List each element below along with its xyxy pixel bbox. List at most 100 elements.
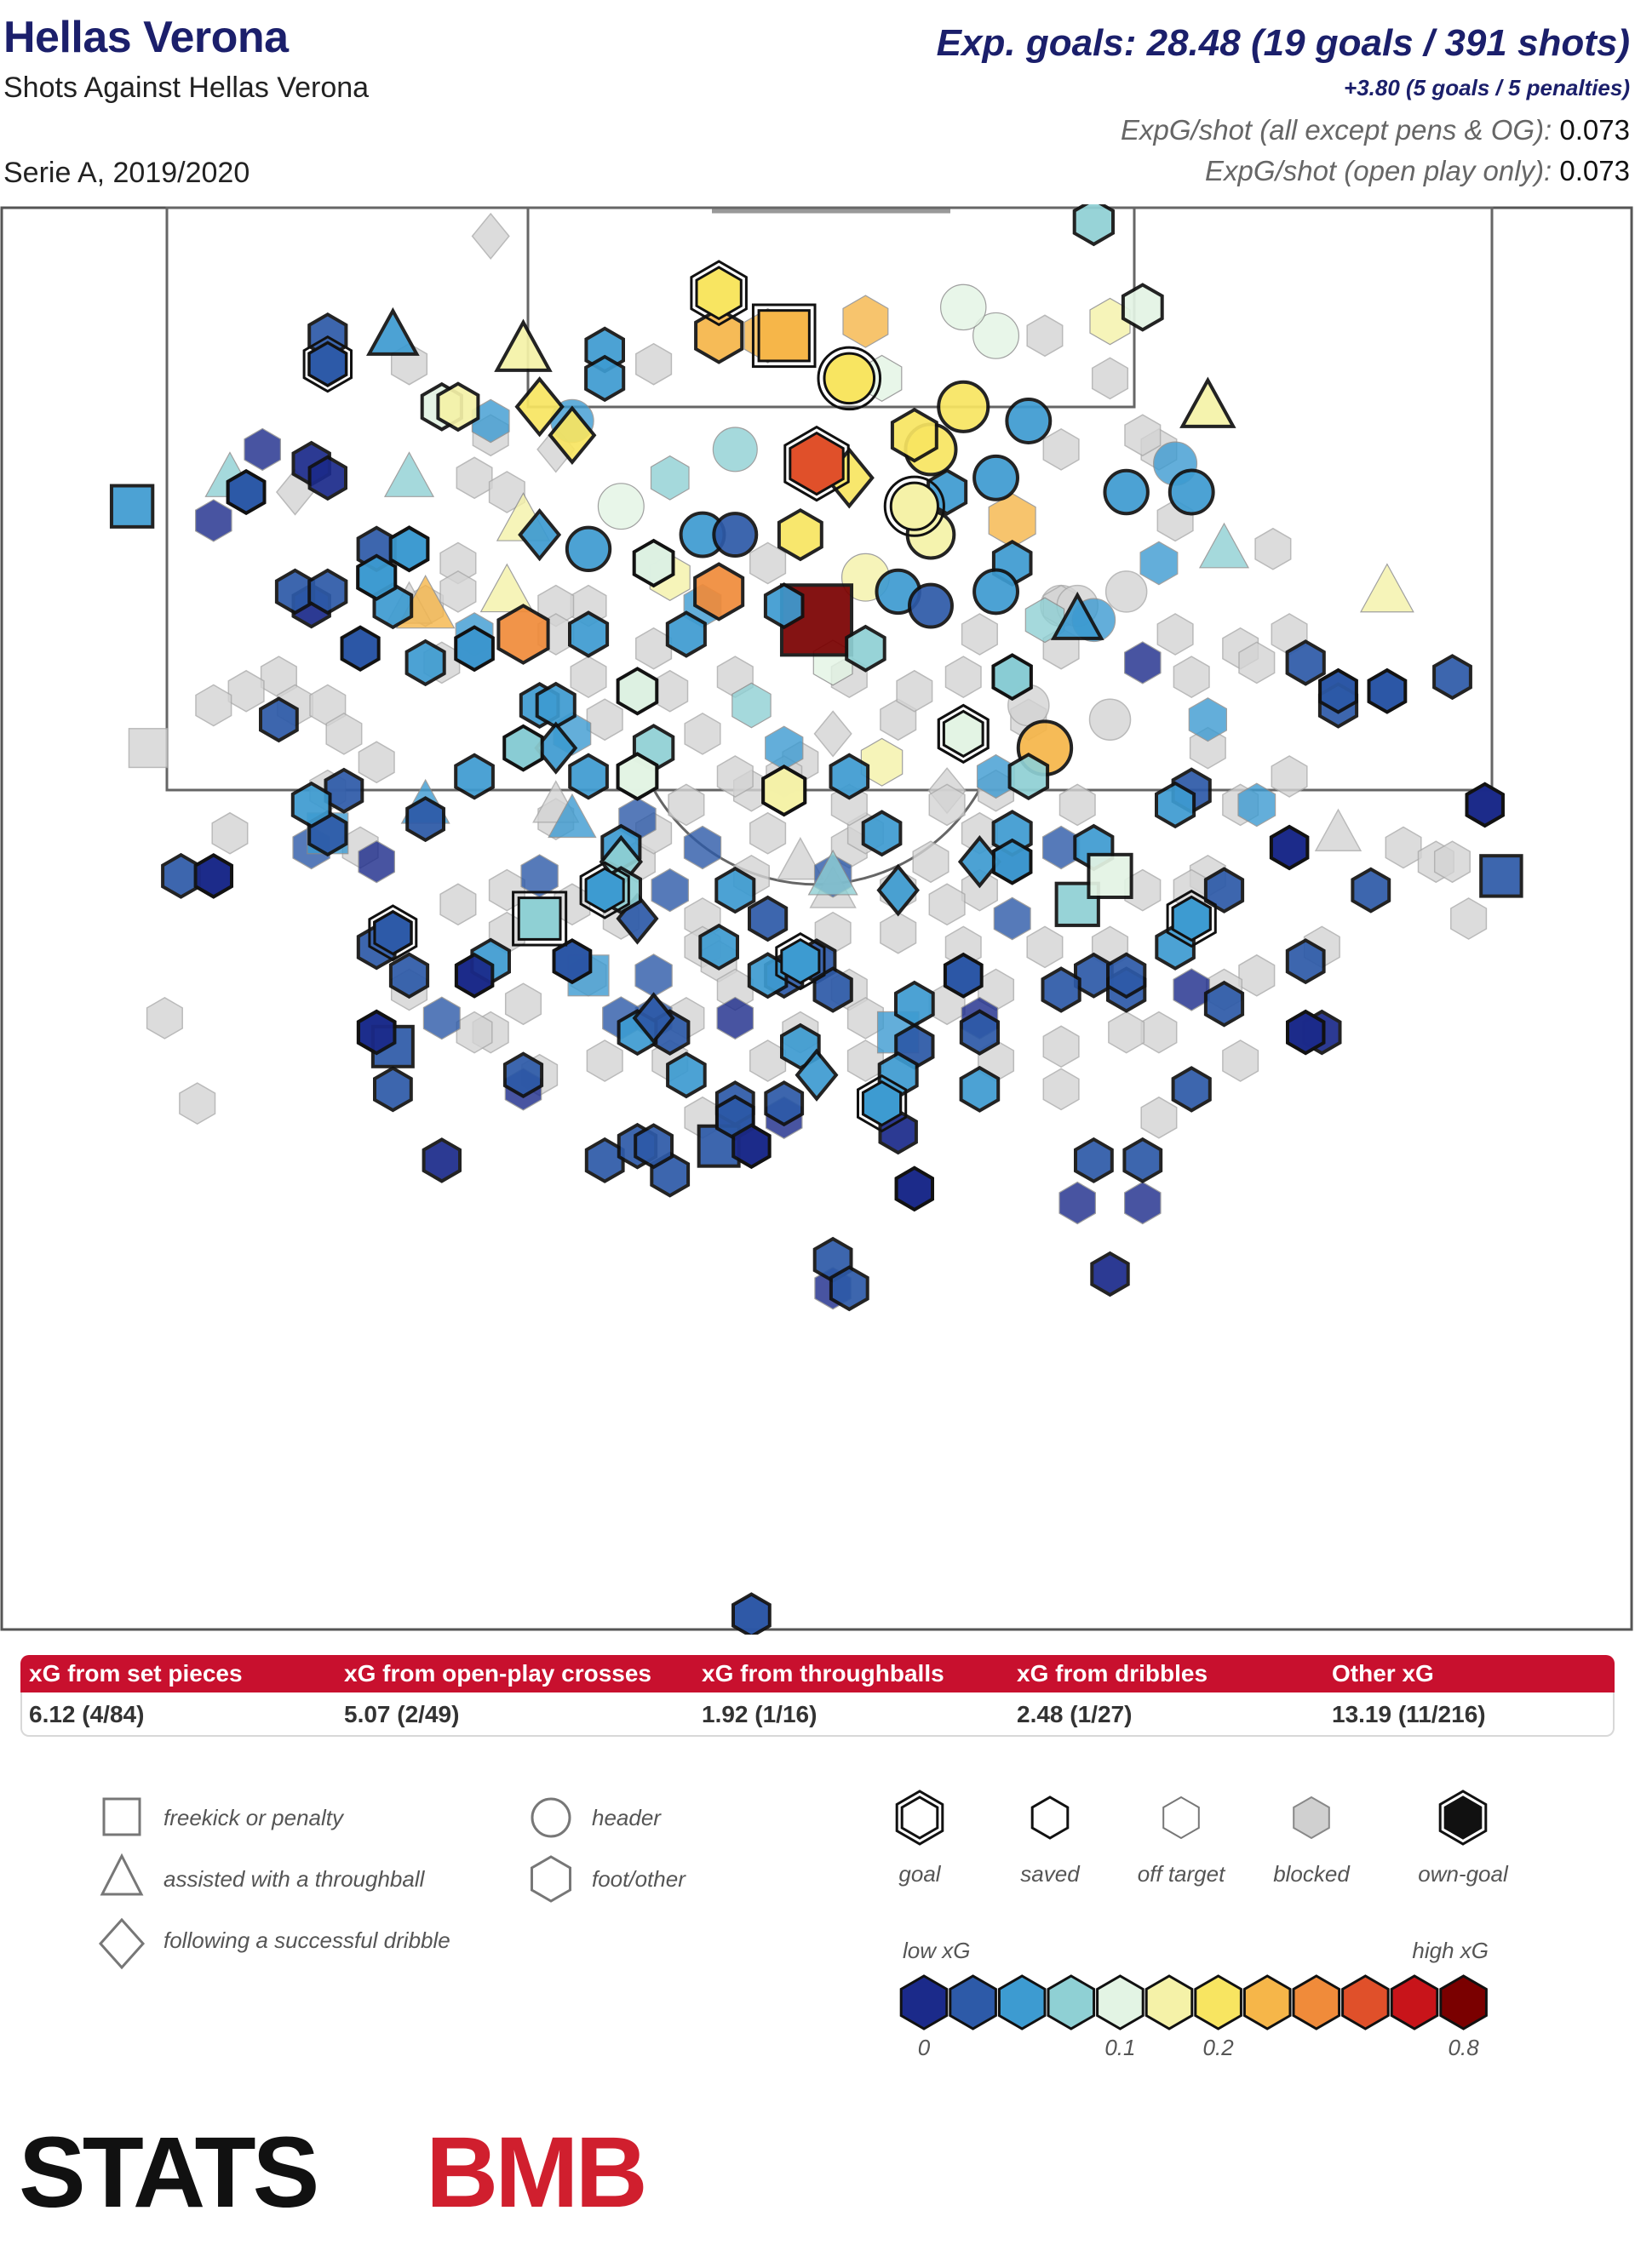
shot-saved [829,1265,869,1312]
shot-blocked [1104,570,1148,613]
shot-marker [193,853,233,899]
shot-marker [748,895,789,942]
shot-marker [307,568,348,616]
shot-marker [454,753,495,800]
shot-marker [1237,782,1276,828]
shot-blocked [1124,414,1162,457]
legend-outcome-label: saved [1020,1861,1081,1887]
shot-marker [712,427,758,472]
shot-saved [616,752,659,801]
shot-marker [829,753,870,800]
shot-marker [668,783,705,827]
shot-marker [1173,656,1210,698]
shot-marker [471,212,510,260]
shot-saved [731,1592,772,1635]
breakdown-label-other: Other xG [1332,1660,1434,1687]
shot-marker [972,568,1019,616]
shot-marker [1222,1040,1259,1082]
shot-saved [548,405,597,466]
square-icon [102,1797,141,1836]
shot-marker [357,1009,397,1056]
shot-goal [1171,895,1212,942]
shot-saved [665,610,707,658]
shot-saved [193,853,233,899]
shot-goal [757,309,811,363]
shot-marker [226,468,267,516]
shot-marker [1026,925,1064,969]
shot-marker [632,992,675,1045]
shot-marker [1285,639,1326,686]
shot-marker [1203,980,1245,1028]
shot-saved [568,610,610,658]
shot-marker [227,669,265,713]
shot-marker [358,840,395,884]
shot-saved [795,1048,839,1102]
shot-blocked [961,868,998,912]
shot-marker [1167,468,1215,516]
shot-saved [972,454,1019,501]
shot-blocked [1222,1040,1259,1082]
shot-saved [494,318,553,372]
shot-marker [698,923,739,971]
shot-marker [795,1048,839,1102]
shot-saved [1087,852,1133,899]
shot-marker [1450,897,1488,940]
shot-off_target [1139,541,1179,586]
scale-tick-label: 0.1 [1104,2035,1135,2060]
shot-saved [748,895,789,942]
shot-marker [812,966,853,1013]
shot-marker [405,796,445,843]
shot-blocked [439,570,477,613]
shot-marker [422,996,461,1040]
scale-swatch [1242,1974,1292,2030]
shot-off_target [716,996,754,1040]
shot-marker [857,1074,908,1133]
shot-saved [357,1009,397,1056]
shot-marker [694,306,744,364]
shot-marker [1042,1068,1080,1111]
shot-marker [749,541,787,585]
scale-swatch [1341,1974,1390,2030]
shot-marker [356,553,398,601]
shot-marker [570,656,607,698]
shot-goal-ring [302,335,353,393]
shot-saved [226,468,267,516]
shot-marker [1351,867,1391,914]
shot-saved [340,625,381,673]
scale-tick-label: 0 [918,2035,931,2060]
shot-marker [586,698,623,742]
shot-saved [1203,867,1245,914]
shot-marker [1121,283,1164,332]
shot-off_target [195,499,232,542]
shot-marker [1173,968,1211,1011]
shot-blocked [1254,527,1292,570]
shot-saved [1367,667,1408,714]
shot-marker [896,669,933,713]
shot-goal-ring [775,931,826,991]
shot-saved [616,667,659,716]
legend-label-circle: header [592,1805,662,1830]
shot-marker [961,868,998,912]
shot-off_target [1173,968,1211,1011]
shot-saved [991,838,1033,885]
scale-swatch [1194,1974,1242,2030]
shot-goal-ring [751,303,817,369]
shot-marker [912,840,949,884]
shot-saved [1286,1009,1326,1056]
triangle-icon [100,1853,144,1896]
shot-blocked [749,811,787,855]
shot-marker [1314,808,1362,851]
shot-saved [908,582,954,629]
shot-goal [862,1080,903,1127]
shot-marker [883,475,945,537]
legend-outcome-label: own-goal [1418,1861,1509,1887]
shot-saved [1090,1251,1130,1297]
shot-off_target [479,563,534,613]
shot-marker [179,1082,216,1125]
shot-marker [1124,414,1162,457]
shot-saved [861,810,903,857]
shot-saved [937,380,990,433]
shot-saved [812,966,853,1013]
shot-saved [764,1080,805,1127]
shot-blocked [504,982,542,1026]
